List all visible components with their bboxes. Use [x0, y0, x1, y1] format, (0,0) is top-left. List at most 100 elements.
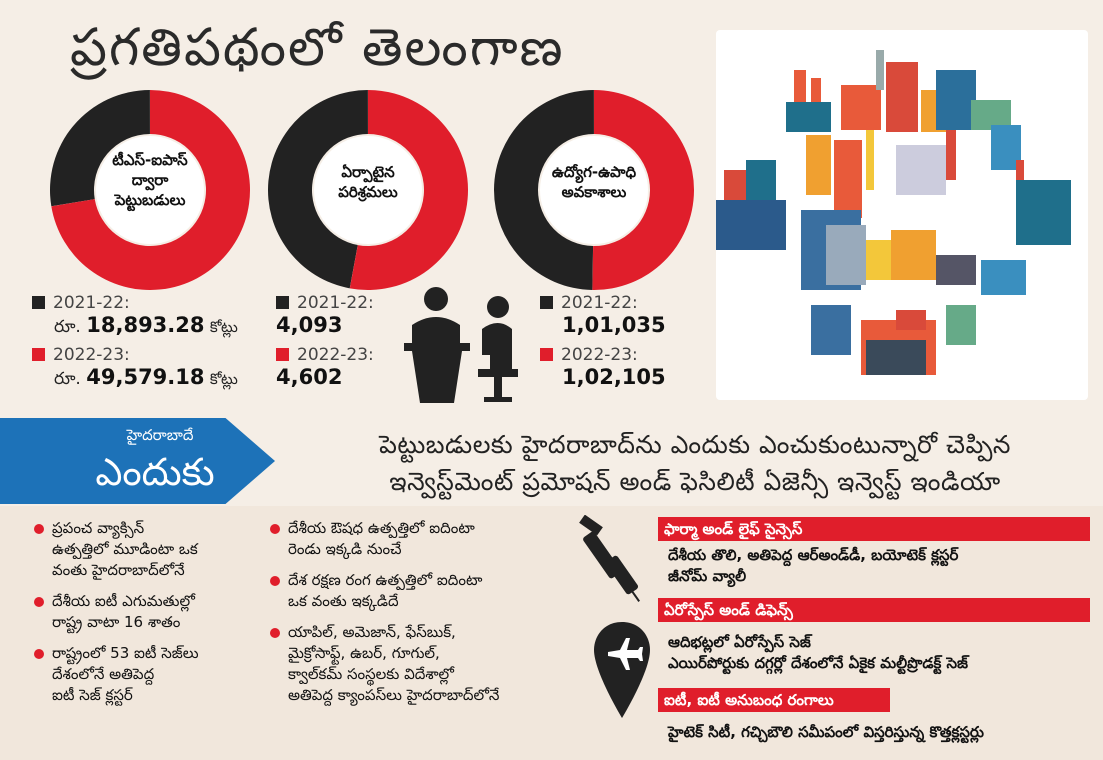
bullet-line: వంతు హైదరాబాద్‌లోనే [52, 561, 185, 579]
legend-square-black [540, 296, 553, 309]
stat-prefix: రూ. [54, 369, 81, 389]
stat-row-2021: 2021-22: 1,01,035 [540, 292, 666, 338]
factories-icon [716, 50, 1071, 375]
donut-label-line: ఉద్యోగ-ఉపాధి [551, 163, 637, 181]
donut-hole [96, 136, 204, 244]
stat-prefix: రూ. [54, 317, 81, 337]
stat-value: 1,02,105 [562, 365, 666, 389]
bullet-item: దేశ రక్షణ రంగ ఉత్పత్తిలో ఐదింటా ఒక వంతు … [266, 570, 566, 612]
stat-row-2021: 2021-22: 4,093 [276, 292, 374, 338]
bullet-line: రెండు ఇక్కడి నుంచే [288, 540, 402, 558]
bullet-line: మైక్రోసాఫ్ట్, ఉబర్, గూగుల్, [288, 644, 440, 662]
industry-illustration [716, 30, 1088, 400]
stat-row-2022: 2022-23: 1,02,105 [540, 344, 666, 390]
subtitle-line: ఇన్వెస్ట్‌మెంట్ ప్రమోషన్ అండ్ ఫెసిలిటీ ఏ… [389, 467, 1001, 496]
sector-heading-pharma: ఫార్మా అండ్ లైఫ్ సైన్సెస్ [658, 517, 1090, 541]
donut-slice-2022-23 [51, 90, 250, 290]
donut-slice-2021-22 [494, 90, 594, 290]
bullet-item: యాపిల్, అమెజాన్, ఫేస్‌బుక్, మైక్రోసాఫ్ట్… [266, 622, 566, 706]
bullet-item: దేశీయ ఐటీ ఎగుమతుల్లో రాష్ట్ర వాటా 16 శాత… [30, 591, 270, 633]
bottom-section [0, 506, 1103, 760]
stat-unit: కోట్లు [209, 370, 238, 388]
donut-chart-industries: ఏర్పాటైన పరిశ్రమలు [268, 90, 468, 290]
stats-investments: 2021-22: రూ. 18,893.28 కోట్లు 2022-23: ర… [32, 292, 238, 396]
sector-heading-it: ఐటీ, ఐటీ అనుబంధ రంగాలు [658, 688, 890, 712]
bullet-line: దేశీయ ఔషధ ఉత్పత్తిలో ఐదింటా [288, 519, 475, 537]
stat-row-2022: 2022-23: 4,602 [276, 344, 374, 390]
bullet-list-col1: ప్రపంచ వ్యాక్సిన్ ఉత్పత్తిలో మూడింటా ఒక … [30, 518, 270, 716]
sector-line: ఆదిభట్లలో ఏరోస్పేస్ సెజ్ [668, 633, 811, 651]
bullet-line: క్వాల్‌కమ్ సంస్థలకు విదేశాల్లో [288, 665, 454, 683]
stat-row-2022: 2022-23: రూ. 49,579.18 కోట్లు [32, 344, 238, 390]
stat-year: 2021-22: [53, 293, 130, 313]
bullet-line: ప్రపంచ వ్యాక్సిన్ [52, 519, 145, 537]
donut-hole [314, 136, 422, 244]
bullet-item: దేశీయ ఔషధ ఉత్పత్తిలో ఐదింటా రెండు ఇక్కడి… [266, 518, 566, 560]
bullet-line: దేశంలోనే అతిపెద్ద [52, 665, 155, 683]
donut-label-line: ఏర్పాటైన [341, 163, 395, 181]
bullet-line: దేశీయ ఐటీ ఎగుమతుల్లో [52, 592, 195, 610]
donut-svg-jobs [494, 90, 694, 290]
meeting-icon [404, 287, 518, 403]
sector-text-it: హైటెక్ సిటీ, గచ్చిబౌలి సమీపంలో విస్తరిస్… [668, 722, 984, 743]
bullet-line: ఉత్పత్తిలో మూడింటా ఒక [52, 540, 198, 558]
donut-slice-2022-23 [592, 90, 694, 290]
donut-label-jobs: ఉద్యోగ-ఉపాధి అవకాశాలు [534, 162, 654, 202]
page-title: ప్రగతిపథంలో తెలంగాణ [70, 18, 565, 78]
bullet-line: యాపిల్, అమెజాన్, ఫేస్‌బుక్, [288, 623, 456, 641]
stat-year: 2021-22: [561, 293, 638, 313]
stat-year: 2021-22: [297, 293, 374, 313]
sector-line: దేశీయ తొలి, అతిపెద్ద ఆర్‌అండ్‌డీ, బయోటెక… [668, 546, 959, 564]
donut-slice-2022-23 [349, 90, 468, 290]
why-hyderabad-banner [0, 418, 275, 504]
bullet-list-col2: దేశీయ ఔషధ ఉత్పత్తిలో ఐదింటా రెండు ఇక్కడి… [266, 518, 566, 716]
donut-slice-2021-22 [50, 90, 150, 207]
donut-svg-investments [50, 90, 250, 290]
donut-chart-jobs: ఉద్యోగ-ఉపాధి అవకాశాలు [494, 90, 694, 290]
sector-heading-aerospace: ఏరోస్పేస్ అండ్ డిఫెన్స్ [658, 598, 1090, 622]
stat-year: 2022-23: [53, 345, 130, 365]
legend-square-red [32, 348, 45, 361]
bullet-line: ఒక వంతు ఇక్కడిదే [288, 592, 399, 610]
donut-label-line: టీఎస్-ఐపాస్ [112, 151, 188, 169]
legend-square-red [540, 348, 553, 361]
sector-line: ఎయిర్‌పోర్టుకు దగ్గర్లో దేశంలోనే ఏకైక మల… [668, 654, 969, 672]
bullet-line: ఐటీ సెజ్ క్లస్టర్ [52, 686, 133, 704]
sector-text-pharma: దేశీయ తొలి, అతిపెద్ద ఆర్‌అండ్‌డీ, బయోటెక… [668, 545, 958, 587]
donut-label-line: పెట్టుబడులు [114, 191, 186, 209]
legend-square-black [276, 296, 289, 309]
donut-label-line: అవకాశాలు [561, 183, 627, 201]
stat-year: 2022-23: [297, 345, 374, 365]
legend-square-black [32, 296, 45, 309]
donut-label-investments: టీఎస్-ఐపాస్ ద్వారా పెట్టుబడులు [95, 150, 205, 210]
donut-label-line: ద్వారా [131, 171, 169, 189]
donut-hole [540, 136, 648, 244]
legend-square-red [276, 348, 289, 361]
donut-slice-2021-22 [268, 90, 368, 289]
donut-chart-investments: టీఎస్-ఐపాస్ ద్వారా పెట్టుబడులు [50, 90, 250, 290]
donut-svg-industries [268, 90, 468, 290]
sector-line: హైటెక్ సిటీ, గచ్చిబౌలి సమీపంలో విస్తరిస్… [668, 723, 985, 741]
bullet-item: రాష్ట్రంలో 53 ఐటీ సెజ్‌లు దేశంలోనే అతిపె… [30, 643, 270, 706]
sector-text-aerospace: ఆదిభట్లలో ఏరోస్పేస్ సెజ్ ఎయిర్‌పోర్టుకు … [668, 632, 968, 674]
bullet-line: అతిపెద్ద క్యాంపస్‌లు హైదరాబాద్‌లోనే [288, 686, 500, 704]
stats-jobs: 2021-22: 1,01,035 2022-23: 1,02,105 [540, 292, 666, 396]
bullet-line: రాష్ట్ర వాటా 16 శాతం [52, 613, 181, 631]
stat-value: 4,602 [276, 365, 343, 389]
stat-year: 2022-23: [561, 345, 638, 365]
bullet-item: ప్రపంచ వ్యాక్సిన్ ఉత్పత్తిలో మూడింటా ఒక … [30, 518, 270, 581]
donut-label-industries: ఏర్పాటైన పరిశ్రమలు [313, 162, 423, 202]
location-plane-icon [594, 622, 650, 718]
stat-value: 1,01,035 [562, 313, 666, 337]
donut-label-line: పరిశ్రమలు [338, 183, 398, 201]
banner-small-text: హైదరాబాదే [126, 426, 194, 444]
syringe-icon [579, 515, 640, 602]
stat-value: 4,093 [276, 313, 343, 337]
stat-value: 49,579.18 [86, 365, 205, 389]
banner-subtitle: పెట్టుబడులకు హైదరాబాద్‌ను ఎందుకు ఎంచుకుం… [300, 426, 1090, 500]
sector-line: జీనోమ్ వ్యాలీ [668, 567, 747, 585]
stat-unit: కోట్లు [209, 318, 238, 336]
stat-row-2021: 2021-22: రూ. 18,893.28 కోట్లు [32, 292, 238, 338]
stats-industries: 2021-22: 4,093 2022-23: 4,602 [276, 292, 374, 396]
bullet-line: దేశ రక్షణ రంగ ఉత్పత్తిలో ఐదింటా [288, 571, 483, 589]
